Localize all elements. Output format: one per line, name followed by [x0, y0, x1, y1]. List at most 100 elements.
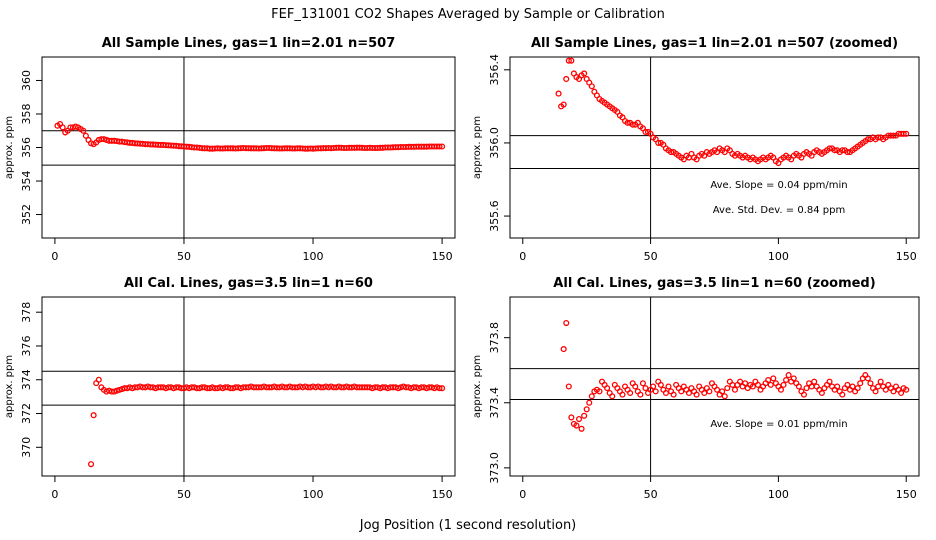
x-tick-label: 50: [177, 488, 191, 501]
y-tick-label: 356.4: [488, 54, 501, 86]
data-point: [573, 422, 580, 429]
x-tick-label: 0: [519, 250, 526, 263]
data-point: [565, 57, 572, 64]
data-point: [609, 393, 616, 400]
data-point: [854, 385, 861, 392]
y-tick-label: 373.4: [488, 387, 501, 419]
data-point: [678, 388, 685, 395]
y-tick-label: 370: [20, 437, 33, 458]
y-axis-label: approx. ppm: [472, 116, 483, 179]
y-tick-label: 356.0: [488, 127, 501, 159]
y-tick-label: 358: [20, 103, 33, 124]
chart-title: All Sample Lines, gas=1 lin=2.01 n=507 (…: [531, 36, 898, 51]
x-tick-label: 100: [303, 488, 324, 501]
plot-frame: [509, 296, 920, 477]
data-point: [596, 388, 603, 395]
data-point: [882, 386, 889, 393]
chart-title: All Cal. Lines, gas=3.5 lin=1 n=60 (zoom…: [553, 276, 875, 291]
x-tick-label: 150: [432, 250, 453, 263]
data-point: [864, 136, 871, 143]
x-tick-label: 0: [51, 488, 58, 501]
data-point: [624, 119, 631, 126]
x-axis-label: Jog Position (1 second resolution): [359, 518, 577, 533]
chart-panel-1: All Sample Lines, gas=1 lin=2.01 n=507 ap…: [4, 36, 456, 263]
x-tick-label: 50: [644, 250, 658, 263]
data-point: [670, 391, 677, 398]
data-point: [632, 383, 639, 390]
y-tick-label: 372: [20, 403, 33, 424]
data-point: [80, 127, 87, 134]
data-point: [701, 389, 708, 397]
data-point: [857, 380, 864, 387]
data-point: [637, 391, 644, 398]
data-point: [667, 149, 675, 156]
data-point: [82, 132, 89, 139]
data-point: [578, 425, 585, 432]
supertitle: FEF_131001 CO2 Shapes Averaged by Sample…: [271, 7, 665, 22]
data-point: [652, 388, 659, 395]
data-point: [749, 383, 756, 390]
data-point: [657, 381, 664, 388]
data-point: [818, 389, 825, 397]
x-tick-label: 50: [177, 250, 191, 263]
y-tick-label: 378: [20, 302, 33, 323]
x-tick-label: 100: [768, 250, 789, 263]
chart-panel-2: All Sample Lines, gas=1 lin=2.01 n=507 (…: [472, 36, 920, 263]
data-point: [765, 376, 772, 384]
data-point: [875, 134, 882, 141]
y-tick-label: 373.8: [488, 322, 501, 354]
data-point: [95, 376, 102, 383]
data-point: [436, 385, 443, 392]
data-point: [864, 375, 871, 382]
y-axis-label: approx. ppm: [4, 116, 15, 179]
data-point: [737, 378, 744, 385]
data-point: [783, 376, 790, 384]
data-point: [770, 375, 777, 382]
x-tick-label: 0: [519, 488, 526, 501]
data-point: [439, 385, 446, 392]
y-tick-label: 373.0: [488, 452, 501, 484]
data-point: [875, 383, 882, 390]
data-point: [811, 378, 818, 385]
data-point: [903, 386, 910, 393]
data-point: [588, 83, 595, 90]
data-point: [785, 372, 792, 379]
x-tick-label: 0: [51, 250, 58, 263]
data-point: [844, 381, 851, 388]
data-point: [568, 57, 575, 64]
x-tick-label: 100: [303, 250, 324, 263]
data-point: [900, 130, 907, 137]
data-point: [583, 406, 590, 413]
data-point: [790, 375, 797, 382]
y-axis-label: approx. ppm: [4, 355, 15, 418]
data-point: [563, 319, 570, 327]
data-point: [565, 383, 572, 390]
data-point: [849, 383, 856, 390]
x-tick-label: 150: [896, 250, 917, 263]
data-point: [436, 143, 443, 150]
data-point: [800, 391, 808, 398]
data-point: [642, 128, 649, 136]
data-point: [662, 389, 669, 397]
data-point: [619, 391, 626, 398]
data-point: [844, 149, 851, 156]
x-tick-label: 50: [644, 488, 658, 501]
data-point: [777, 386, 785, 393]
data-point: [665, 383, 672, 390]
x-tick-label: 150: [896, 488, 917, 501]
data-point: [826, 145, 833, 152]
x-tick-label: 100: [768, 488, 789, 501]
annotation-text: Ave. Std. Dev. = 0.84 ppm: [713, 205, 845, 216]
data-point: [831, 147, 838, 154]
data-point: [693, 391, 700, 398]
data-point: [59, 124, 66, 131]
data-point: [586, 399, 593, 406]
data-point: [563, 75, 570, 82]
data-point: [568, 414, 575, 421]
data-point: [627, 389, 634, 397]
data-point: [839, 147, 846, 154]
y-tick-label: 354: [20, 171, 33, 192]
data-point: [685, 389, 692, 397]
data-point: [898, 389, 905, 397]
data-point: [890, 388, 897, 395]
